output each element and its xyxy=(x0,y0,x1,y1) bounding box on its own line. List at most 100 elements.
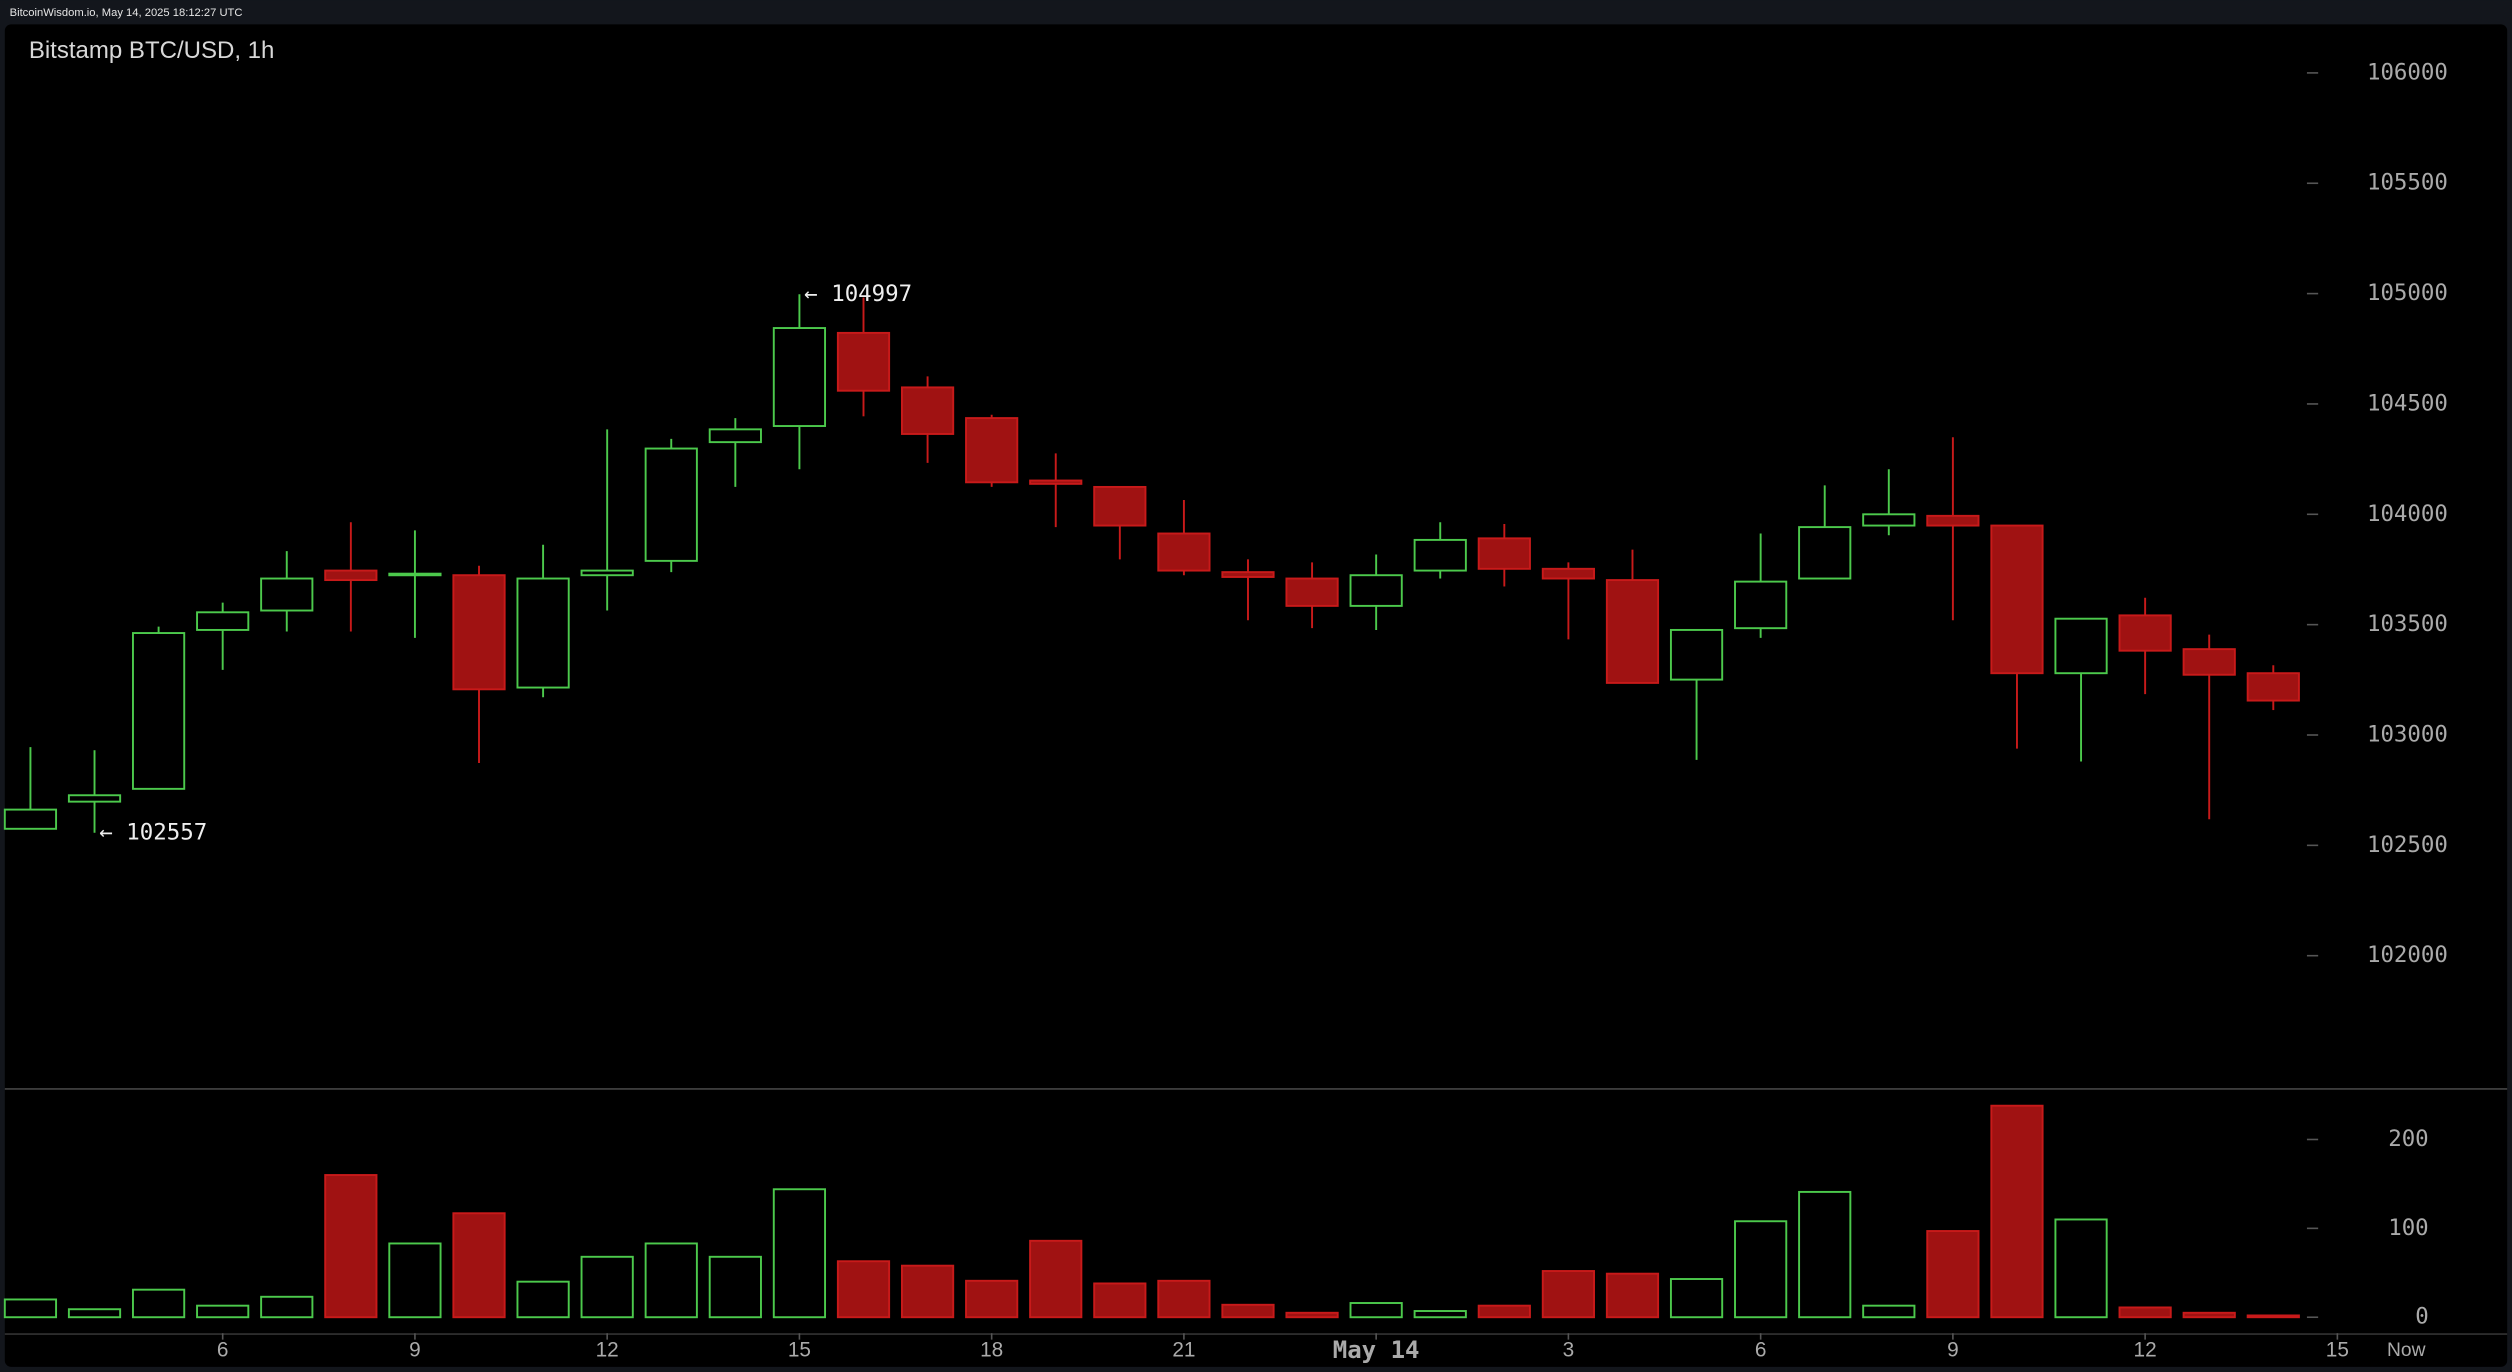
candle-body xyxy=(1029,479,1083,485)
volume-bar xyxy=(2118,1306,2172,1319)
y-tick-label: 103500 xyxy=(2367,611,2448,637)
candle-body xyxy=(965,417,1019,484)
candle-body xyxy=(1221,571,1275,578)
volume-bar xyxy=(132,1288,186,1319)
candle-body xyxy=(644,447,698,562)
volume-bar xyxy=(1029,1239,1083,1319)
candle-body xyxy=(196,611,250,631)
x-tick-label: 6 xyxy=(217,1338,229,1361)
candle-body xyxy=(67,794,122,803)
candle-body xyxy=(1798,526,1852,580)
y-tick-label: 106000 xyxy=(2367,59,2448,85)
volume-bar xyxy=(965,1279,1019,1319)
x-tick-label: May 14 xyxy=(1333,1336,1420,1364)
y-tick-label: 105000 xyxy=(2367,280,2448,306)
volume-bar xyxy=(580,1255,634,1319)
volume-bar xyxy=(1413,1310,1467,1319)
volume-bar xyxy=(1349,1302,1403,1319)
candle-body xyxy=(516,577,570,689)
status-bar: BitcoinWisdom.io, May 14, 2025 18:12:27 … xyxy=(10,7,243,19)
volume-bar xyxy=(1926,1230,1980,1319)
candle-body xyxy=(1349,574,1403,607)
volume-bar xyxy=(2182,1311,2236,1319)
y-tick-label: 103000 xyxy=(2367,721,2448,747)
candle-body xyxy=(260,577,314,612)
candle-body xyxy=(900,386,955,435)
volume-bar xyxy=(196,1304,250,1319)
y-tick-label: 105500 xyxy=(2367,170,2448,196)
x-tick-label: 9 xyxy=(409,1338,421,1361)
now-label: Now xyxy=(2387,1340,2426,1361)
volume-bar xyxy=(260,1295,314,1319)
volume-bar xyxy=(708,1255,762,1319)
candle-body xyxy=(324,569,378,582)
extreme-annotation: ← 104997 xyxy=(804,281,912,307)
volume-bar xyxy=(452,1212,506,1319)
volume-bar xyxy=(324,1174,378,1319)
volume-tick-label: 0 xyxy=(2415,1304,2429,1330)
candle-body xyxy=(1734,580,1788,630)
candle-body xyxy=(2246,672,2300,702)
volume-bar xyxy=(1285,1311,1339,1319)
y-tick-label: 104500 xyxy=(2367,390,2448,416)
volume-bar xyxy=(772,1188,827,1319)
candle-body xyxy=(1285,577,1339,607)
volume-bar xyxy=(1541,1270,1595,1319)
candle-body xyxy=(772,327,827,427)
volume-bar xyxy=(900,1264,955,1319)
volume-bar xyxy=(1734,1220,1788,1319)
candle-body xyxy=(1541,567,1595,580)
volume-bar xyxy=(67,1308,122,1319)
x-tick-label: 12 xyxy=(2134,1338,2157,1361)
x-tick-label: 21 xyxy=(1172,1338,1195,1361)
candle-body xyxy=(1669,628,1724,681)
volume-bar xyxy=(1862,1304,1916,1319)
x-tick-label: 15 xyxy=(2326,1338,2349,1361)
x-tick-label: 15 xyxy=(788,1338,811,1361)
volume-bar xyxy=(1093,1282,1147,1319)
volume-bar xyxy=(388,1242,442,1319)
volume-bar xyxy=(516,1280,570,1319)
candle-body xyxy=(1413,538,1467,572)
candle-body xyxy=(3,808,58,830)
volume-bar xyxy=(3,1298,58,1319)
volume-bar xyxy=(1477,1304,1531,1319)
x-tick-label: 9 xyxy=(1947,1338,1959,1361)
y-tick-label: 102000 xyxy=(2367,942,2448,968)
volume-bar xyxy=(1990,1104,2044,1319)
volume-bar xyxy=(1221,1303,1275,1319)
extreme-annotation: ← 102557 xyxy=(99,819,207,845)
x-tick-label: 3 xyxy=(1563,1338,1575,1361)
candle-body xyxy=(1605,579,1660,684)
x-tick-label: 18 xyxy=(980,1338,1003,1361)
volume-bar xyxy=(836,1260,891,1319)
volume-bar xyxy=(1798,1190,1852,1319)
candle-body xyxy=(1862,513,1916,527)
volume-tick-label: 100 xyxy=(2388,1215,2428,1241)
candle-body xyxy=(580,569,634,577)
volume-bar xyxy=(644,1242,698,1319)
candle-body xyxy=(2054,617,2108,675)
candle-body xyxy=(132,632,186,790)
candle-body xyxy=(2118,614,2172,652)
candle-body xyxy=(452,574,506,691)
volume-bar xyxy=(2054,1218,2108,1319)
volume-bar xyxy=(1605,1272,1660,1319)
x-tick-label: 6 xyxy=(1755,1338,1767,1361)
volume-bar xyxy=(2246,1314,2300,1319)
candle-body xyxy=(1990,524,2044,675)
y-tick-label: 104000 xyxy=(2367,501,2448,527)
volume-tick-label: 200 xyxy=(2388,1126,2428,1152)
candle-body xyxy=(1477,537,1531,570)
volume-bar xyxy=(1669,1278,1724,1319)
candle-body xyxy=(1157,532,1211,572)
candle-body xyxy=(836,331,891,392)
candle-body xyxy=(708,428,762,444)
chart-panel xyxy=(4,24,2508,1367)
candle-body xyxy=(1926,514,1980,527)
volume-bar xyxy=(1157,1279,1211,1319)
candle-body xyxy=(2182,648,2236,676)
candle-body xyxy=(1093,485,1147,527)
